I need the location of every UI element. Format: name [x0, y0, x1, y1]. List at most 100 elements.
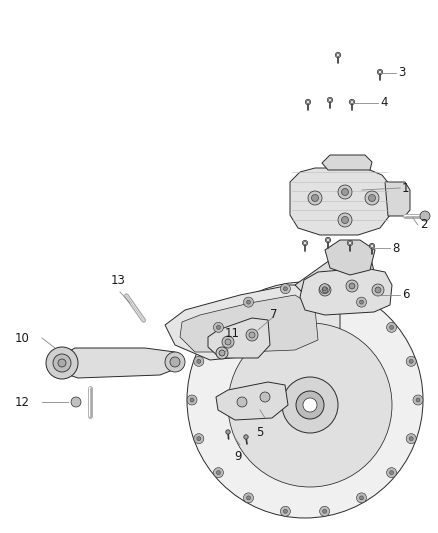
Circle shape	[165, 352, 185, 372]
Polygon shape	[385, 182, 410, 216]
Circle shape	[389, 325, 394, 329]
Circle shape	[213, 322, 223, 333]
Circle shape	[320, 284, 330, 294]
Text: 5: 5	[256, 426, 264, 439]
Circle shape	[371, 245, 373, 247]
Circle shape	[406, 434, 416, 443]
Circle shape	[187, 282, 423, 518]
Polygon shape	[300, 268, 392, 315]
Circle shape	[413, 395, 423, 405]
Circle shape	[71, 397, 81, 407]
Circle shape	[280, 284, 290, 294]
Circle shape	[303, 398, 317, 412]
Polygon shape	[325, 240, 375, 275]
Circle shape	[338, 213, 352, 227]
Circle shape	[283, 287, 287, 290]
Text: 8: 8	[392, 241, 399, 254]
Circle shape	[302, 240, 308, 246]
Circle shape	[406, 357, 416, 366]
Circle shape	[222, 336, 234, 348]
Text: 1: 1	[402, 182, 410, 195]
Circle shape	[249, 332, 255, 338]
Text: 4: 4	[380, 96, 388, 109]
Circle shape	[387, 467, 396, 478]
Text: 10: 10	[15, 332, 30, 344]
Circle shape	[227, 431, 229, 433]
Circle shape	[420, 211, 430, 221]
Polygon shape	[322, 155, 372, 170]
Circle shape	[323, 287, 327, 290]
Circle shape	[216, 471, 220, 474]
Circle shape	[347, 240, 353, 246]
Circle shape	[369, 243, 374, 249]
Circle shape	[336, 52, 341, 58]
Polygon shape	[208, 318, 270, 358]
Text: 6: 6	[402, 288, 410, 302]
Circle shape	[327, 98, 333, 103]
Circle shape	[194, 434, 204, 443]
Circle shape	[305, 99, 311, 104]
Circle shape	[226, 430, 230, 434]
Circle shape	[338, 185, 352, 199]
Circle shape	[197, 437, 201, 441]
Circle shape	[365, 191, 379, 205]
Text: 11: 11	[225, 327, 240, 340]
Circle shape	[346, 280, 358, 292]
Circle shape	[219, 350, 225, 356]
Polygon shape	[216, 382, 288, 420]
Circle shape	[245, 436, 247, 438]
Polygon shape	[180, 295, 318, 352]
Circle shape	[389, 471, 394, 474]
Circle shape	[319, 284, 331, 296]
Circle shape	[375, 287, 381, 293]
Polygon shape	[60, 348, 178, 378]
Circle shape	[246, 329, 258, 341]
Text: 2: 2	[420, 219, 427, 231]
Circle shape	[327, 239, 329, 241]
Circle shape	[387, 322, 396, 333]
Circle shape	[225, 339, 231, 345]
Polygon shape	[295, 250, 375, 305]
Circle shape	[307, 101, 309, 103]
Circle shape	[409, 359, 413, 364]
Circle shape	[416, 398, 420, 402]
Circle shape	[357, 297, 367, 307]
Circle shape	[282, 377, 338, 433]
Circle shape	[296, 391, 324, 419]
Circle shape	[311, 195, 318, 201]
Circle shape	[53, 354, 71, 372]
Circle shape	[308, 191, 322, 205]
Circle shape	[349, 283, 355, 289]
Circle shape	[213, 467, 223, 478]
Circle shape	[283, 510, 287, 513]
Circle shape	[244, 493, 254, 503]
Circle shape	[194, 357, 204, 366]
Circle shape	[244, 297, 254, 307]
Circle shape	[351, 101, 353, 103]
Circle shape	[247, 300, 251, 304]
Circle shape	[58, 359, 66, 367]
Circle shape	[349, 241, 351, 244]
Circle shape	[323, 510, 327, 513]
Circle shape	[409, 437, 413, 441]
Circle shape	[368, 195, 375, 201]
Text: 7: 7	[270, 309, 278, 321]
Circle shape	[280, 506, 290, 516]
Circle shape	[216, 347, 228, 359]
Circle shape	[46, 347, 78, 379]
Text: 13: 13	[110, 274, 125, 287]
Circle shape	[357, 493, 367, 503]
Text: 3: 3	[398, 67, 406, 79]
Circle shape	[260, 392, 270, 402]
Circle shape	[228, 323, 392, 487]
Circle shape	[328, 99, 332, 101]
Circle shape	[244, 435, 248, 439]
Circle shape	[237, 397, 247, 407]
Circle shape	[320, 506, 330, 516]
Circle shape	[377, 69, 383, 75]
Circle shape	[216, 325, 220, 329]
Circle shape	[325, 237, 331, 243]
Polygon shape	[290, 168, 390, 235]
Circle shape	[360, 300, 364, 304]
Circle shape	[197, 359, 201, 364]
